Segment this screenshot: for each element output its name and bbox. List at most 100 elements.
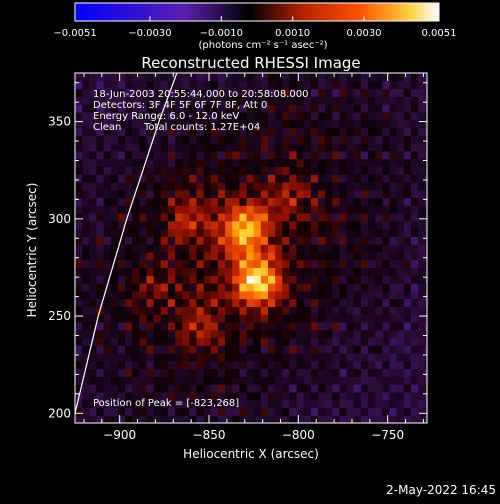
heatmap-cell — [396, 399, 405, 409]
heatmap-cell — [253, 220, 262, 230]
heatmap-cell — [267, 283, 276, 292]
heatmap-cell — [396, 368, 405, 377]
heatmap-cell — [75, 360, 83, 370]
heatmap-cell — [167, 267, 176, 276]
heatmap-cell — [253, 96, 262, 105]
heatmap-cell — [310, 174, 319, 183]
heatmap-cell — [275, 135, 283, 144]
heatmap-cell — [403, 360, 412, 370]
heatmap-cell — [418, 384, 426, 393]
heatmap-cell — [332, 127, 341, 136]
heatmap-cell — [89, 407, 98, 416]
heatmap-cell — [246, 111, 255, 121]
heatmap-cell — [418, 407, 426, 416]
heatmap-cell — [410, 189, 419, 199]
heatmap-cell — [303, 353, 312, 362]
heatmap-cell — [196, 306, 205, 315]
heatmap-cell — [282, 360, 291, 370]
heatmap-cell — [253, 321, 262, 331]
heatmap-cell — [303, 189, 312, 199]
heatmap-cell — [310, 150, 319, 160]
heatmap-cell — [110, 158, 119, 167]
heatmap-cell — [260, 298, 269, 307]
heatmap-cell — [75, 80, 83, 90]
heatmap-cell — [346, 197, 355, 206]
heatmap-cell — [289, 251, 298, 261]
heatmap-cell — [310, 399, 319, 409]
heatmap-cell — [425, 213, 427, 222]
heatmap-cell — [410, 376, 419, 385]
heatmap-cell — [418, 275, 426, 284]
heatmap-cell — [153, 197, 162, 206]
heatmap-cell — [182, 228, 190, 237]
heatmap-cell — [339, 119, 348, 129]
heatmap-cell — [368, 407, 376, 416]
heatmap-cell — [375, 135, 383, 144]
heatmap-cell — [225, 197, 233, 206]
heatmap-cell — [196, 337, 205, 346]
heatmap-cell — [360, 80, 369, 90]
heatmap-cell — [153, 96, 162, 105]
heatmap-cell — [239, 127, 248, 136]
heatmap-cell — [396, 360, 405, 370]
heatmap-cell — [160, 244, 169, 253]
heatmap-cell — [418, 399, 426, 409]
heatmap-cell — [82, 337, 90, 346]
heatmap-cell — [182, 345, 190, 354]
heatmap-cell — [289, 181, 298, 191]
heatmap-cell — [196, 150, 205, 160]
heatmap-cell — [125, 376, 133, 385]
heatmap-cell — [418, 205, 426, 214]
heatmap-cell — [175, 353, 183, 362]
heatmap-cell — [296, 399, 305, 409]
heatmap-cell — [82, 213, 90, 222]
heatmap-cell — [117, 353, 126, 362]
heatmap-cell — [232, 166, 240, 175]
heatmap-cell — [82, 143, 90, 152]
heatmap-cell — [75, 314, 83, 323]
heatmap-cell — [153, 407, 162, 416]
heatmap-cell — [160, 415, 169, 423]
heatmap-cell — [382, 329, 391, 339]
heatmap-cell — [160, 368, 169, 377]
heatmap-cell — [210, 337, 219, 346]
heatmap-cell — [82, 267, 90, 276]
heatmap-cell — [89, 391, 98, 401]
heatmap-cell — [125, 220, 133, 230]
heatmap-cell — [346, 329, 355, 339]
heatmap-cell — [425, 306, 427, 315]
heatmap-cell — [396, 174, 405, 183]
heatmap-cell — [289, 360, 298, 370]
heatmap-cell — [210, 298, 219, 307]
heatmap-cell — [146, 104, 155, 113]
heatmap-cell — [396, 353, 405, 362]
heatmap-cell — [153, 321, 162, 331]
heatmap-cell — [160, 119, 169, 129]
heatmap-cell — [389, 384, 398, 393]
heatmap-cell — [160, 236, 169, 245]
heatmap-cell — [82, 376, 90, 385]
heatmap-cell — [189, 228, 198, 237]
heatmap-cell — [382, 368, 391, 377]
heatmap-cell — [160, 127, 169, 136]
heatmap-cell — [132, 189, 140, 199]
heatmap-cell — [267, 236, 276, 245]
heatmap-cell — [203, 158, 212, 167]
heatmap-cell — [96, 267, 105, 276]
heatmap-cell — [282, 197, 291, 206]
heatmap-cell — [418, 228, 426, 237]
heatmap-cell — [260, 88, 269, 97]
heatmap-cell — [425, 96, 427, 105]
heatmap-cell — [375, 197, 383, 206]
heatmap-cell — [217, 104, 226, 113]
heatmap-cell — [117, 321, 126, 331]
heatmap-cell — [125, 205, 133, 214]
heatmap-cell — [425, 174, 427, 183]
heatmap-cell — [96, 228, 105, 237]
heatmap-cell — [232, 290, 240, 300]
heatmap-cell — [339, 283, 348, 292]
heatmap-cell — [253, 104, 262, 113]
heatmap-cell — [117, 391, 126, 401]
heatmap-cell — [153, 135, 162, 144]
heatmap-cell — [310, 337, 319, 346]
